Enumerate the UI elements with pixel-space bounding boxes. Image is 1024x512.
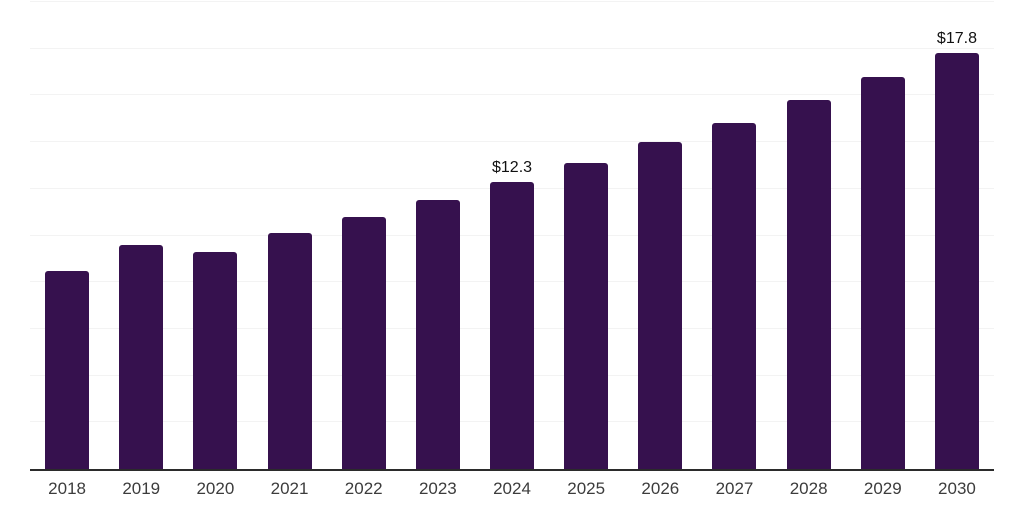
bar-slot-2022 [327, 2, 401, 469]
bar-2018 [45, 270, 90, 469]
x-tick-label-2021: 2021 [270, 479, 309, 498]
x-tick-label-2018: 2018 [48, 479, 86, 498]
x-tick-label-2019: 2019 [122, 479, 161, 498]
plot-area: $12.3 $17.8 [30, 1, 994, 471]
bar-2029 [860, 76, 905, 469]
bar-2020 [193, 251, 238, 469]
value-label-2024: $12.3 [491, 158, 533, 176]
x-tick-label-2023: 2023 [418, 479, 457, 498]
x-tick-label-2020: 2020 [196, 479, 235, 498]
x-tick-label-2024: 2024 [493, 479, 531, 498]
x-tick-label-2026: 2026 [641, 479, 680, 498]
bar-2021 [267, 233, 312, 469]
bar-slot-2029 [846, 2, 920, 469]
bar-chart: $12.3 $17.8 2018 2019 2020 2021 2022 2023 2024 2… [30, 1, 994, 500]
bar-2026 [638, 142, 683, 469]
bar-slot-2020 [178, 2, 252, 469]
x-tick-label-2025: 2025 [567, 479, 606, 498]
bar-slot-2030: $17.8 [920, 2, 994, 469]
x-tick-label-2029: 2029 [863, 479, 902, 498]
bar-2023 [415, 200, 460, 469]
bars-row: $12.3 $17.8 [30, 2, 994, 469]
x-axis-tick-labels: 2018 2019 2020 2021 2022 2023 2024 2025 2026 2027… [30, 479, 994, 499]
bar-2028 [786, 100, 831, 469]
bar-slot-2025 [549, 2, 623, 469]
bar-slot-2024: $12.3 [475, 2, 549, 469]
gridline [30, 141, 994, 143]
gridline [30, 47, 994, 49]
bar-2027 [712, 123, 757, 469]
bar-slot-2021 [252, 2, 326, 469]
bar-2030 [934, 53, 979, 469]
value-label-2030: $17.8 [936, 30, 977, 48]
bar-slot-2018 [30, 2, 104, 469]
bar-2025 [564, 163, 609, 469]
x-tick-label-2028: 2028 [789, 479, 828, 498]
bar-slot-2019 [104, 2, 178, 469]
x-tick-label-2027: 2027 [715, 479, 754, 498]
x-tick-label-2022: 2022 [344, 479, 383, 498]
gridline [30, 94, 994, 96]
gridline [30, 1, 994, 2]
bar-slot-2027 [697, 2, 771, 469]
bar-slot-2026 [623, 2, 697, 469]
bar-slot-2028 [772, 2, 846, 469]
x-tick-label-2030: 2030 [938, 479, 976, 498]
bar-2022 [341, 216, 386, 469]
bar-slot-2023 [401, 2, 475, 469]
bar-2024 [490, 181, 535, 469]
bar-2019 [119, 244, 164, 469]
